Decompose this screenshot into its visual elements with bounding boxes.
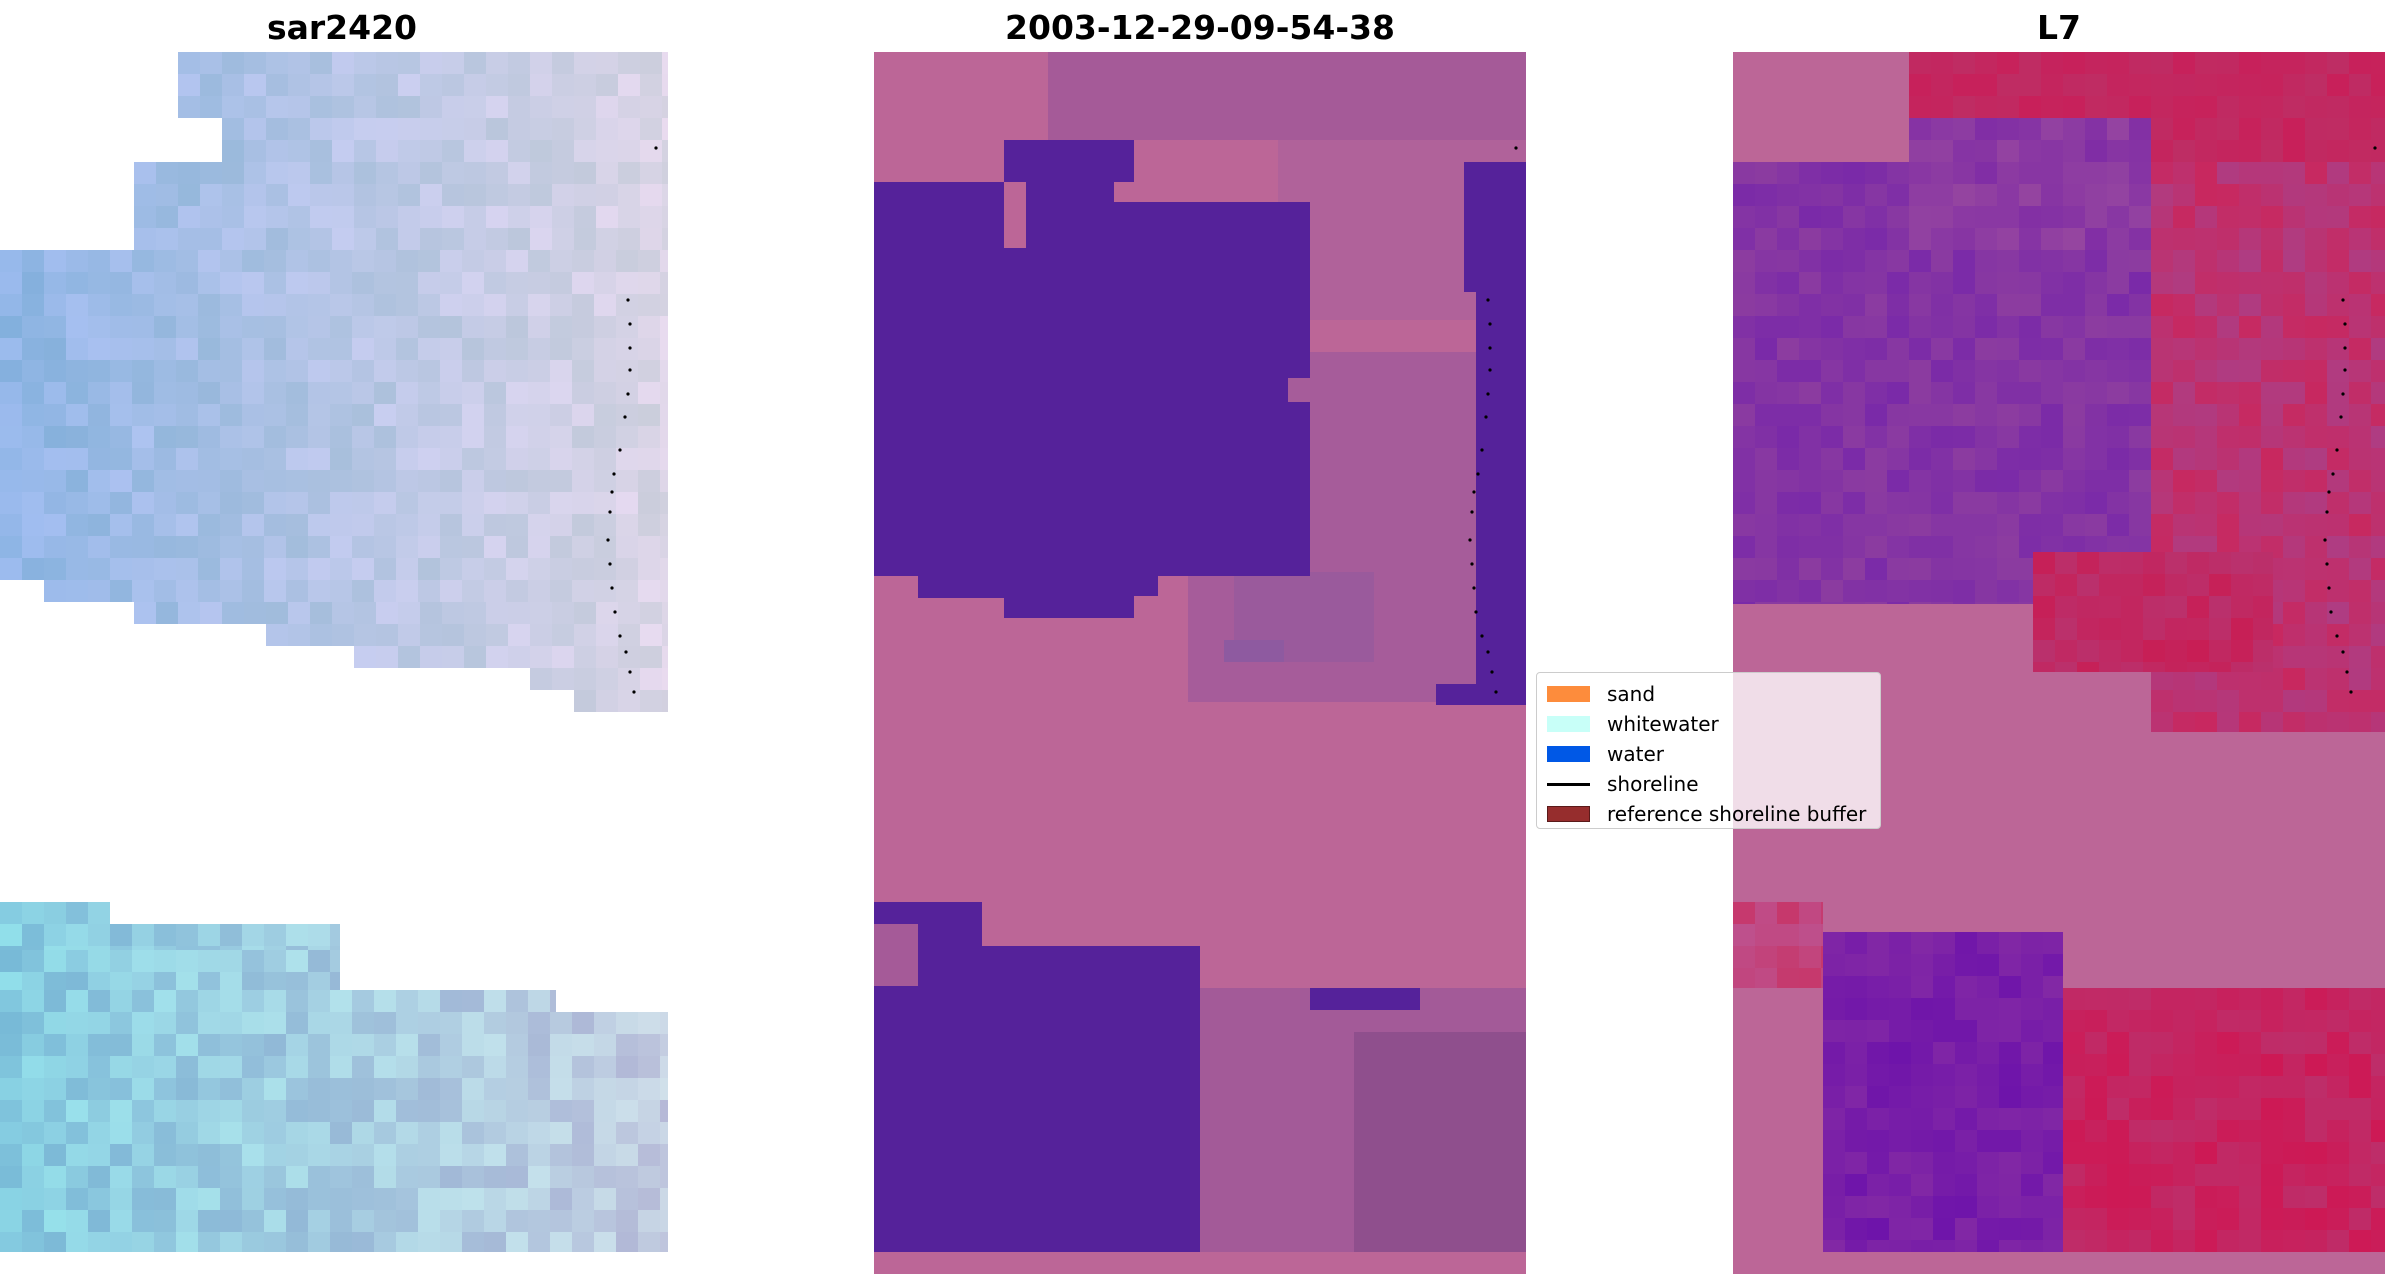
sand-swatch-icon: [1547, 686, 1590, 702]
legend-item-sand: sand: [1547, 679, 1870, 709]
panel-title-classification: 2003-12-29-09-54-38: [1005, 8, 1395, 47]
legend-label: reference shoreline buffer: [1607, 802, 1867, 826]
shoreline-line-icon: [1547, 782, 1590, 786]
classification-image-panel: [874, 52, 1526, 1274]
panel-title-rgb: sar2420: [266, 8, 418, 47]
buffer-swatch-icon: [1547, 806, 1590, 822]
legend-item-reference-buffer: reference shoreline buffer: [1547, 799, 1870, 829]
legend: sand whitewater water shoreline referenc…: [1536, 672, 1881, 829]
legend-label: water: [1607, 742, 1664, 766]
water-swatch-icon: [1547, 746, 1590, 762]
legend-item-whitewater: whitewater: [1547, 709, 1870, 739]
rgb-image: [0, 52, 668, 1252]
classification-image: [874, 52, 1526, 1274]
legend-label: sand: [1607, 682, 1656, 706]
whitewater-swatch-icon: [1547, 716, 1590, 732]
rgb-image-panel: [0, 52, 684, 1274]
legend-item-water: water: [1547, 739, 1870, 769]
l7-index-panel: [1733, 52, 2385, 1274]
legend-label: shoreline: [1607, 772, 1699, 796]
legend-item-shoreline: shoreline: [1547, 769, 1870, 799]
panel-title-index: L7: [2037, 8, 2081, 47]
l7-index-image: [1733, 52, 2385, 1274]
legend-label: whitewater: [1607, 712, 1719, 736]
